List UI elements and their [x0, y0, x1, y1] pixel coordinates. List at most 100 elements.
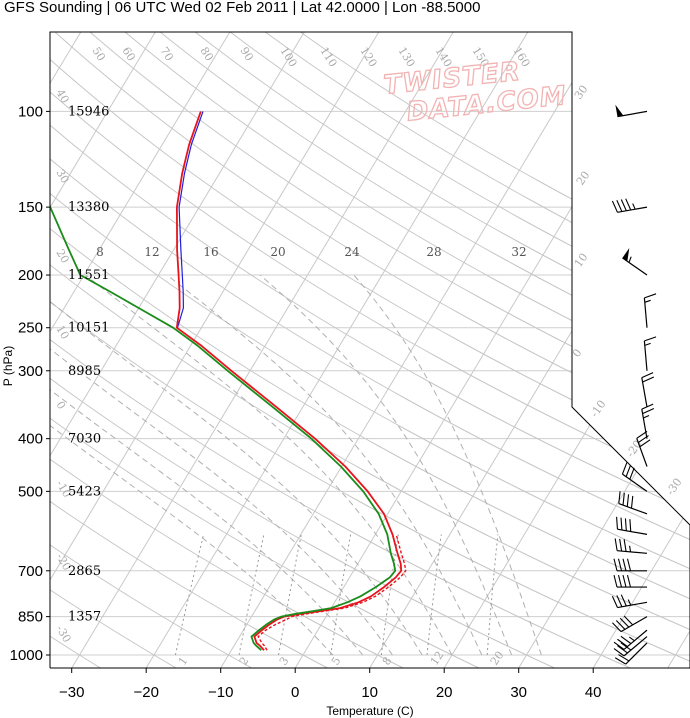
isotherm-label: 110: [317, 45, 339, 70]
pressure-tick-label: 100: [18, 103, 43, 120]
wind-barb-full: [613, 574, 618, 588]
pressure-tick-label: 850: [18, 609, 43, 626]
mixing-ratio-label: 12: [428, 649, 447, 668]
wind-barb-full: [630, 495, 634, 509]
wind-barb-full: [617, 574, 623, 588]
wind-barb-full: [620, 199, 627, 211]
dry-adiabat: [50, 32, 690, 668]
wind-barb-full: [620, 594, 627, 607]
wind-barb-full: [641, 403, 654, 410]
isotherm-label: 130: [395, 45, 417, 70]
pressure-tick-label: 200: [18, 267, 43, 284]
wind-barb: [641, 372, 655, 408]
wind-barb-staff: [622, 257, 648, 276]
wind-barb-half: [644, 342, 651, 346]
isotherm: [518, 32, 690, 668]
wind-barb-full: [618, 654, 630, 662]
pressure-tick-label: 500: [18, 483, 43, 500]
isotherm: [667, 32, 690, 668]
isotherm-label: 100: [277, 45, 299, 70]
isotherm-label: 90: [237, 45, 255, 64]
height-label: 1357: [68, 610, 101, 625]
isotherm: [50, 32, 380, 668]
wind-barb-full: [613, 648, 625, 657]
isotherm: [369, 32, 690, 668]
pressure-tick-label: 700: [18, 563, 43, 580]
temperature-tick-label: 10: [361, 684, 378, 701]
isotherm-label: 120: [357, 45, 379, 70]
wind-barb-full: [623, 539, 627, 552]
wind-barb-full: [639, 439, 651, 448]
wind-barb-full: [622, 492, 625, 506]
dry-adiabat: [50, 32, 555, 668]
wind-barb-half: [629, 545, 632, 552]
chart-title: GFS Sounding | 06 UTC Wed 02 Feb 2011 | …: [4, 0, 481, 16]
wind-barb-full: [618, 491, 621, 504]
wind-barb: [613, 636, 648, 657]
dry-adiabat-label: 20: [574, 169, 593, 188]
wind-barb: [618, 491, 648, 515]
dry-adiabat: [50, 32, 690, 668]
isotherm-label: 80: [197, 45, 215, 64]
wind-barb-staff: [617, 528, 648, 535]
isotherm: [443, 32, 690, 668]
dry-adiabat: [50, 32, 480, 668]
background-grid: [50, 32, 690, 668]
wind-barb-full: [622, 558, 627, 571]
isotherm: [71, 32, 454, 668]
temperature-tick-label: −10: [208, 684, 233, 701]
wind-barb-flag: [622, 248, 630, 262]
wind-barb: [615, 104, 648, 118]
dry-adiabat: [50, 32, 690, 668]
wind-barb-full: [616, 595, 623, 607]
moist-adiabat: [259, 274, 513, 656]
mixing-ratio-label: 2: [237, 655, 252, 668]
dry-adiabat: [50, 32, 690, 668]
moist-adiabat-label: 24: [344, 245, 360, 259]
wind-barb-full: [616, 200, 623, 212]
mixing-ratio-line: [174, 534, 205, 656]
wind-barb-staff: [636, 438, 648, 467]
wind-barb-full: [629, 467, 635, 480]
wind-barb: [614, 642, 648, 665]
wind-barb-half: [628, 256, 632, 263]
mixing-ratio-label: 1: [176, 655, 191, 668]
moist-adiabat-label: 8: [96, 245, 104, 259]
wind-barb-full: [625, 198, 632, 211]
moist-adiabat: [85, 274, 453, 656]
isotherm: [220, 32, 603, 668]
wind-barb: [616, 516, 648, 535]
wind-barb-full: [620, 635, 632, 645]
mixing-ratio-label: 5: [329, 655, 344, 668]
parcel-line: [257, 534, 407, 651]
mixing-ratio-line: [238, 534, 265, 656]
dry-adiabat-label: 10: [53, 323, 71, 342]
isotherm: [50, 32, 305, 668]
wind-barb-full: [622, 574, 627, 588]
temperature-tick-label: 20: [436, 684, 453, 701]
wind-barb-full: [614, 538, 618, 551]
wind-barb-full: [611, 596, 618, 608]
profiles: [50, 111, 407, 651]
wind-barb-half: [644, 299, 651, 303]
moist-adiabat-label: 28: [426, 245, 441, 259]
height-label: 15946: [68, 104, 109, 119]
wind-barb-full: [641, 372, 654, 379]
mixing-ratio-label: 8: [380, 655, 395, 668]
wind-barb-full: [617, 645, 628, 654]
wind-barb-half: [632, 203, 636, 210]
wind-barb-staff: [643, 340, 648, 371]
wind-barb-staff: [641, 409, 648, 439]
height-label: 8985: [68, 364, 101, 379]
wind-barb-full: [637, 435, 649, 443]
wind-barb: [621, 462, 648, 492]
wind-barb: [643, 293, 657, 328]
dry-adiabat: [50, 32, 328, 668]
x-axis-label: Temperature (C): [326, 704, 413, 718]
dry-adiabat: [194, 32, 690, 668]
isotherm-label: 50: [89, 45, 107, 64]
temperature-line: [175, 111, 403, 651]
mixing-ratio-line: [426, 534, 442, 656]
dry-adiabat: [50, 32, 631, 668]
